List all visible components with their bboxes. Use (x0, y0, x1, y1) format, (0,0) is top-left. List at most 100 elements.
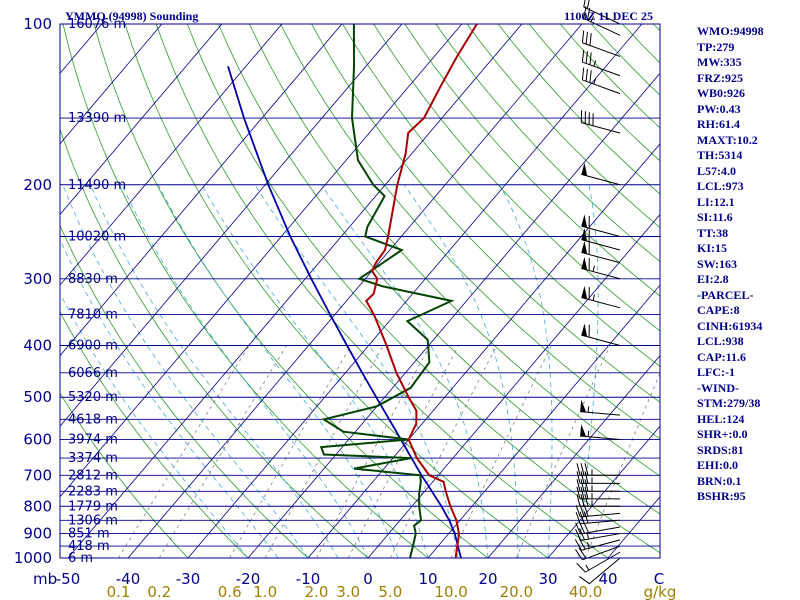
wind-barb-half-feather (587, 542, 590, 549)
wind-barb-staff (582, 42, 621, 57)
isotherm (247, 72, 660, 558)
wind-barb (575, 528, 621, 542)
sounding-index: L57:4.0 (697, 163, 736, 178)
wind-barb (576, 471, 620, 484)
sounding-index: FRZ:925 (697, 70, 743, 85)
wind-barbs (574, 0, 621, 585)
pressure-tick-label: 600 (23, 431, 52, 449)
wind-barb (581, 49, 621, 77)
wind-barb-feather (579, 511, 585, 524)
wind-barb-feather (580, 471, 585, 484)
wind-barb-staff (582, 61, 621, 77)
wind-barb (576, 479, 620, 492)
height-label: 11490 m (68, 178, 126, 193)
isotherm (60, 24, 463, 498)
pressure-tick-label: 500 (23, 388, 52, 406)
mixing-ratio-tick-label: 10.0 (434, 583, 467, 600)
wind-barb-staff (581, 225, 621, 237)
wind-barb-feather (576, 562, 586, 573)
chart-title-station: YMMQ (94998) Sounding (65, 9, 198, 23)
sounding-index: TT:38 (697, 225, 729, 240)
sounding-index: TH:5314 (697, 148, 743, 162)
temperature-tick-label: -30 (176, 570, 201, 588)
wind-barb-feather (581, 30, 585, 43)
moist-adiabat (499, 184, 553, 558)
wind-barb-staff (589, 557, 621, 585)
wind-barb-feather (576, 471, 581, 484)
mixing-ratio-line (316, 345, 431, 558)
wind-barb-half-feather (592, 294, 595, 301)
wind-barb-staff (580, 519, 621, 525)
mixing-ratio-tick-label: 1.0 (253, 583, 277, 600)
height-label: 2812 m (68, 468, 118, 483)
wind-barb (574, 538, 621, 551)
sounding-index: CAP:11.6 (697, 349, 746, 364)
plot-frame (59, 23, 661, 559)
wind-barb-staff (580, 435, 621, 441)
pressure-tick-label: 100 (23, 15, 52, 33)
wind-barb (581, 323, 621, 346)
wind-barb-staff (581, 296, 621, 309)
temperature-tick-label: 40 (598, 570, 617, 588)
height-label: 2283 m (68, 484, 118, 499)
sounding-index: SHR+:0.0 (697, 427, 748, 441)
wind-barb-half-feather (586, 533, 589, 540)
sounding-index: SW:163 (697, 256, 738, 271)
sounding-index: -WIND- (697, 380, 739, 395)
height-label: 8830 m (68, 272, 118, 287)
isotherm (187, 24, 643, 558)
wind-barb-feather (580, 463, 585, 476)
wind-barb-feather (580, 486, 585, 500)
wind-barb (580, 399, 621, 416)
mixing-ratio-tick-label: 3.0 (336, 583, 360, 600)
height-label: 6066 m (68, 366, 118, 381)
wind-barb-pennant (580, 399, 587, 413)
wind-barb (581, 285, 621, 309)
sounding-index: -PARCEL- (697, 287, 754, 302)
wind-barb-feather (589, 52, 592, 65)
wind-barb (581, 30, 621, 57)
moist-adiabat (60, 238, 279, 558)
mixing-ratio-tick-label: 2.0 (305, 583, 329, 600)
wind-barb-staff (581, 173, 621, 186)
wind-barb-feather (576, 494, 581, 507)
pressure-tick-label: 1000 (14, 549, 52, 567)
height-label: 13390 m (68, 111, 126, 126)
height-label: 10020 m (68, 229, 126, 244)
wind-barb-feather (575, 522, 582, 535)
wind-barb-feather (574, 539, 582, 551)
parcel-profile-line (227, 66, 462, 558)
wind-barb (579, 557, 621, 585)
wind-barb-feather (583, 511, 589, 524)
wind-barb (576, 463, 620, 476)
temperature-tick-label: 20 (478, 570, 497, 588)
sounding-index: BSHR:95 (697, 489, 746, 503)
sounding-index: BRN:0.1 (697, 473, 742, 488)
wind-barb-staff (581, 122, 621, 134)
mixing-ratio-tick-label: 0.2 (147, 583, 171, 600)
sounding-index: EI:2.8 (697, 272, 729, 286)
sounding-index: WMO:94998 (697, 24, 764, 38)
temperature-tick-label: -40 (116, 570, 141, 588)
sounding-index: SRDS:81 (697, 442, 744, 457)
wind-barb (581, 240, 621, 264)
mixing-ratio-line (389, 345, 498, 558)
moist-adiabat (90, 184, 339, 558)
wind-barb-feather (575, 511, 581, 524)
sounding-index: TP:279 (697, 39, 735, 54)
wind-barb (580, 110, 621, 134)
sounding-index: MW:335 (697, 55, 742, 69)
wind-barb-half-feather (587, 406, 590, 413)
wind-barb-half-feather (587, 430, 590, 437)
wind-barb (576, 551, 621, 573)
temperature-profile-line (365, 24, 478, 558)
wind-barb (583, 0, 621, 25)
pressure-tick-label: 900 (23, 525, 52, 543)
wind-barb-staff (580, 533, 621, 542)
height-label: 5320 m (68, 390, 118, 405)
wind-barb-feather (585, 31, 588, 45)
wind-barb-feather (579, 504, 585, 517)
wind-barb-staff (583, 6, 621, 25)
chart-grid (60, 24, 660, 558)
